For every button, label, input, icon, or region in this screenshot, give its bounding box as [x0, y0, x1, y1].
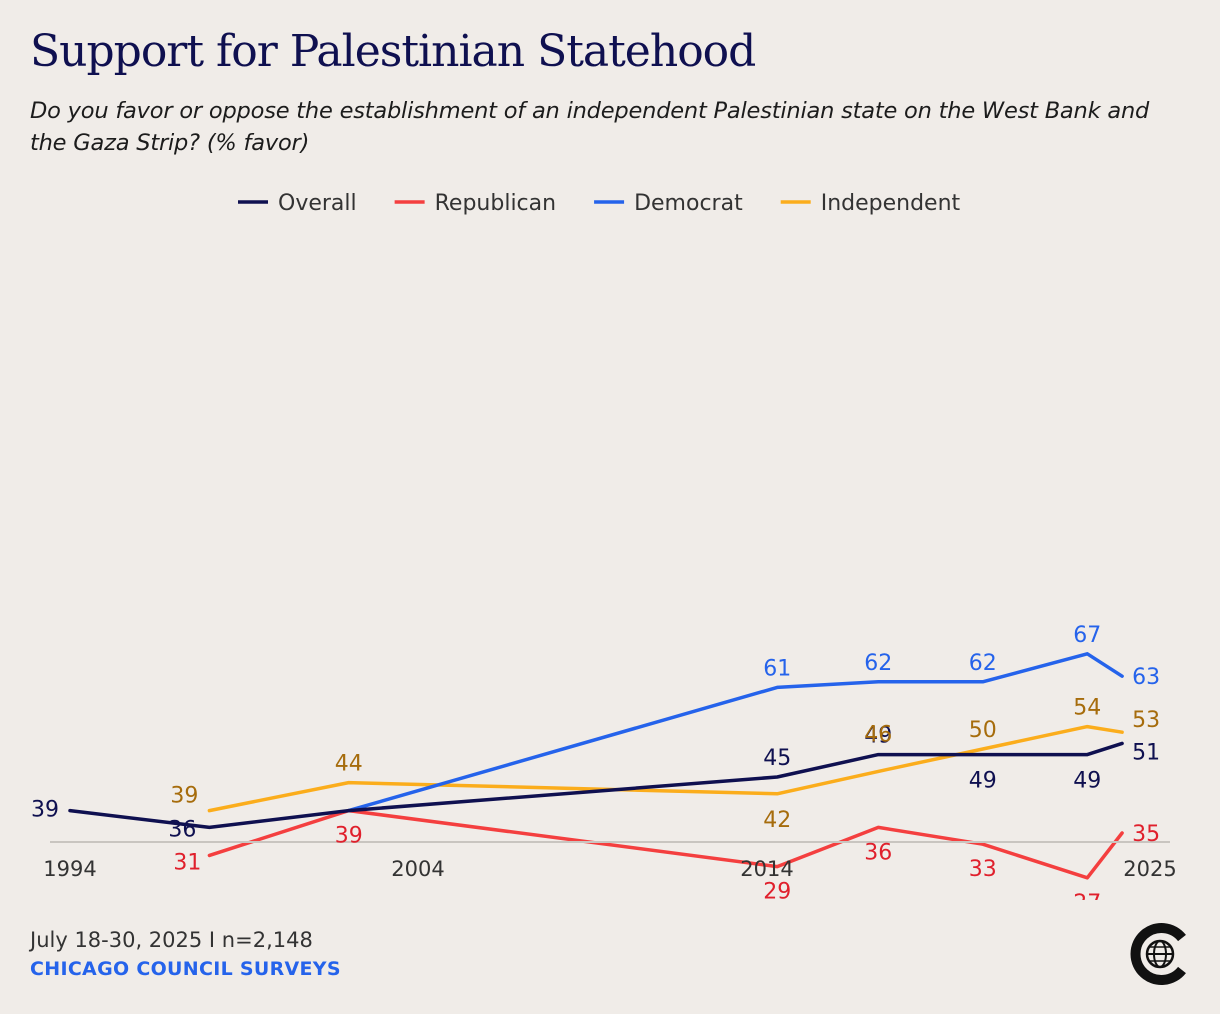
legend-label-overall: Overall — [278, 191, 357, 216]
series-line-democrat — [346, 652, 1124, 813]
data-label-overall: 49 — [864, 724, 892, 749]
data-label-overall: 49 — [1073, 769, 1101, 794]
source-label: CHICAGO COUNCIL SURVEYS — [30, 958, 341, 980]
x-tick-1994: 1994 — [43, 857, 96, 881]
chicago-council-globe-logo — [1130, 923, 1186, 985]
data-label-independent: 53 — [1132, 708, 1160, 733]
data-label-overall: 51 — [1132, 740, 1160, 765]
series-line-overall — [68, 741, 1124, 830]
data-label-republican: 36 — [864, 840, 892, 865]
line-chart: Overall Republican Democrat Independent 199… — [31, 191, 1177, 900]
data-label-independent: 42 — [763, 808, 791, 833]
data-label-independent: 50 — [969, 718, 997, 743]
series-layer — [68, 652, 1124, 880]
data-label-republican: 35 — [1132, 822, 1160, 847]
data-labels: 39 36 45 49 49 49 51 31 39 29 36 33 27 35 61 62 62 67 63 39… — [31, 623, 1160, 900]
data-label-republican: 39 — [335, 824, 363, 849]
legend-label-democrat: Democrat — [634, 191, 743, 216]
data-label-republican: 33 — [969, 857, 997, 882]
data-label-independent: 46 — [864, 722, 892, 747]
x-tick-2014: 2014 — [740, 857, 793, 881]
data-label-overall: 49 — [969, 769, 997, 794]
data-label-democrat: 62 — [969, 651, 997, 676]
data-label-independent: 44 — [335, 752, 363, 777]
data-label-overall: 45 — [763, 746, 791, 771]
chart-title: Support for Palestinian Statehood — [30, 26, 756, 77]
x-tick-2004: 2004 — [391, 857, 444, 881]
survey-dates-sample: July 18-30, 2025 I n=2,148 — [30, 928, 313, 952]
data-label-democrat: 62 — [864, 651, 892, 676]
data-label-republican: 31 — [173, 850, 201, 875]
data-label-overall: 39 — [31, 798, 59, 823]
data-label-republican: 27 — [1073, 891, 1101, 900]
series-line-independent — [207, 724, 1124, 813]
data-label-overall: 36 — [168, 817, 196, 842]
x-tick-2025: 2025 — [1123, 857, 1176, 881]
data-label-independent: 54 — [1073, 696, 1101, 721]
chart-subtitle: Do you favor or oppose the establishment… — [30, 98, 1150, 156]
x-tick-labels: 1994 2004 2014 2025 — [43, 857, 1176, 881]
data-label-independent: 39 — [170, 784, 198, 809]
data-label-democrat: 61 — [763, 656, 791, 681]
data-label-republican: 29 — [763, 880, 791, 900]
legend-label-republican: Republican — [435, 191, 556, 216]
data-label-democrat: 67 — [1073, 623, 1101, 648]
data-label-democrat: 63 — [1132, 665, 1160, 690]
legend: Overall Republican Democrat Independent — [238, 191, 961, 216]
legend-label-independent: Independent — [821, 191, 961, 216]
